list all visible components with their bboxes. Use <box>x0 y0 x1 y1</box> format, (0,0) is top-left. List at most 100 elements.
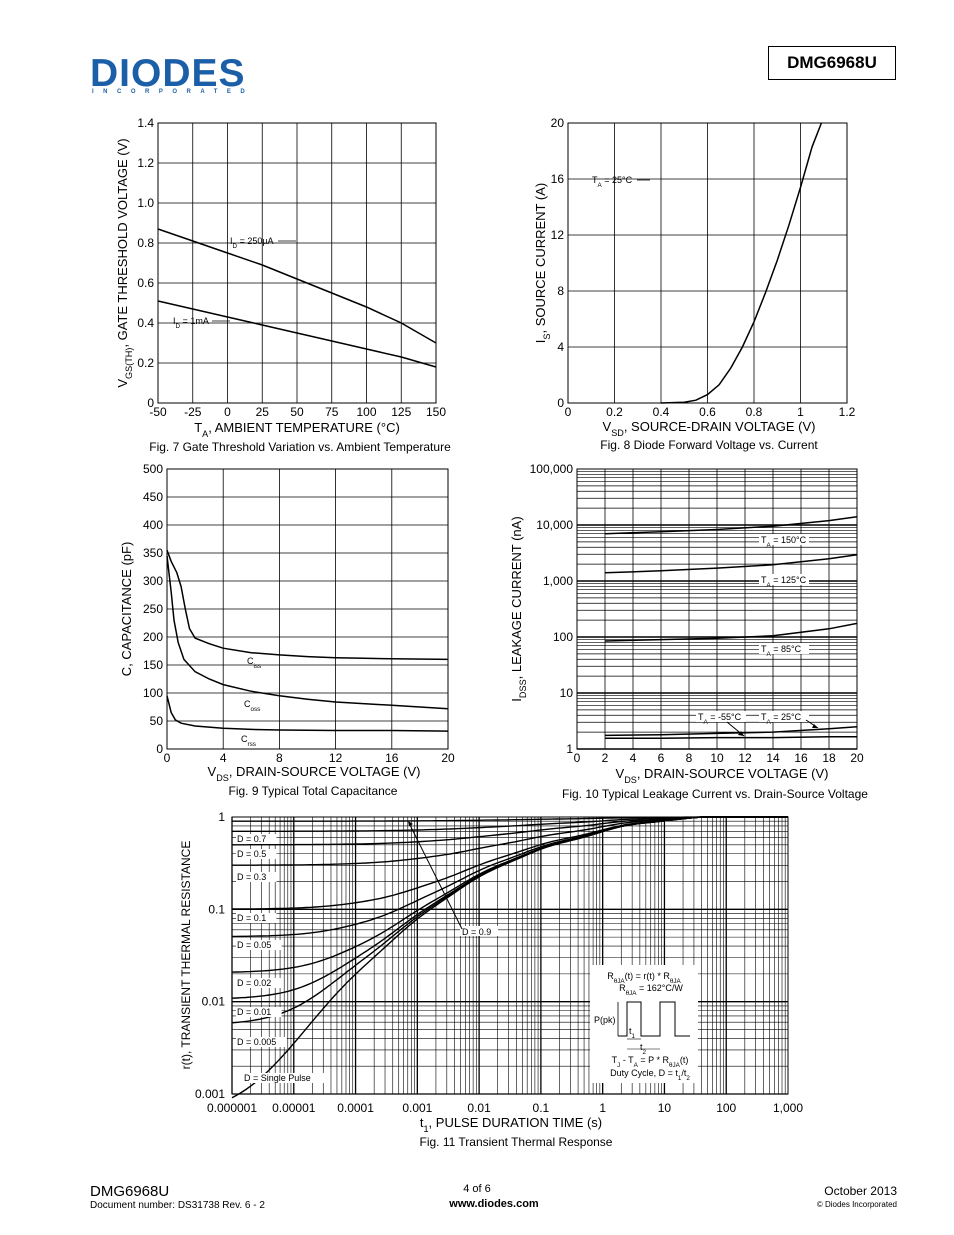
y-tick-label: 50 <box>150 714 164 728</box>
x-tick-label: 50 <box>290 405 304 419</box>
x-tick-label: -25 <box>184 405 202 419</box>
curve-label: D = 0.02 <box>237 978 271 988</box>
x-axis-label: TA, AMBIENT TEMPERATURE (°C) <box>194 420 400 439</box>
x-axis-label: t1, PULSE DURATION TIME (s) <box>420 1115 602 1134</box>
inset-formula-1: RθJA(t) = r(t) * RθJA <box>607 971 681 985</box>
x-tick-label: 0.2 <box>606 405 623 419</box>
diode-forward-line <box>660 122 823 404</box>
x-tick-label: 10 <box>658 1101 672 1115</box>
figure-caption: Fig. 7 Gate Threshold Variation vs. Ambi… <box>149 440 451 454</box>
label-bg <box>236 1037 287 1047</box>
footer-doc-number: Document number: DS31738 Rev. 6 - 2 <box>90 1200 265 1211</box>
x-tick-label: 0.6 <box>699 405 716 419</box>
series-label-250ua: ID = 250µA <box>230 236 274 250</box>
y-tick-label: 0.01 <box>202 995 226 1009</box>
y-tick-label: 0 <box>557 396 564 410</box>
leakage-line <box>605 736 857 740</box>
y-tick-label: 0.8 <box>137 236 154 250</box>
x-tick-label: 100 <box>356 405 376 419</box>
pulse-waveform <box>618 1001 690 1037</box>
x-tick-label: 0.1 <box>533 1101 550 1115</box>
y-tick-label: 1.2 <box>137 156 154 170</box>
x-tick-label: 20 <box>441 751 455 765</box>
x-tick-label: 1 <box>599 1101 606 1115</box>
x-tick-label: 0.001 <box>402 1101 432 1115</box>
y-tick-label: 4 <box>557 340 564 354</box>
y-tick-label: 1.4 <box>137 116 154 130</box>
y-tick-label: 20 <box>551 116 565 130</box>
label-bg <box>236 834 277 844</box>
x-tick-label: 1,000 <box>773 1101 803 1115</box>
curve-label: D = 0.3 <box>237 872 266 882</box>
label-bg <box>759 711 809 722</box>
label-bg <box>236 849 277 859</box>
capacitance-line <box>166 549 449 661</box>
y-tick-label: 1.0 <box>137 196 154 210</box>
inset-formula-2: RθJA = 162°C/W <box>619 983 683 997</box>
y-tick-label: 300 <box>143 574 163 588</box>
series-label: TA = 150°C <box>761 535 807 549</box>
x-tick-label: 0.8 <box>746 405 763 419</box>
x-tick-label: 12 <box>329 751 343 765</box>
x-tick-label: 1.2 <box>839 405 856 419</box>
curve-label: D = 0.5 <box>237 849 266 859</box>
figure-caption: Fig. 8 Diode Forward Voltage vs. Current <box>600 438 818 452</box>
series-label: TA = -55°C <box>698 712 742 726</box>
company-logo-subtitle: INCORPORATED <box>92 89 255 95</box>
footer-page: 4 of 6 <box>463 1183 491 1195</box>
x-tick-label: 14 <box>766 751 780 765</box>
series-label-coss: Coss <box>244 699 260 713</box>
x-tick-label: 25 <box>256 405 270 419</box>
y-axis-label: C, CAPACITANCE (pF) <box>119 542 134 677</box>
x-tick-label: 100 <box>716 1101 736 1115</box>
y-axis-label: r(t), TRANSIENT THERMAL RESISTANCE <box>179 841 193 1070</box>
x-tick-label: 0 <box>164 751 171 765</box>
arrow-head <box>408 821 413 826</box>
part-number-box: DMG6968U <box>768 46 896 80</box>
series-label-crss: Crss <box>241 734 256 748</box>
plot-frame <box>157 122 437 404</box>
inset-formula-4: Duty Cycle, D = t1/t2 <box>610 1068 690 1082</box>
y-tick-label: 10,000 <box>536 518 573 532</box>
inset-t1: t1 <box>629 1026 636 1040</box>
arrow-head <box>738 731 744 736</box>
label-bg <box>759 534 809 545</box>
thermal-response-line <box>231 816 788 1099</box>
y-tick-label: 100,000 <box>530 462 574 476</box>
y-tick-label: 350 <box>143 546 163 560</box>
series-label: TA = 125°C <box>761 575 807 589</box>
footer-website[interactable]: www.diodes.com <box>449 1198 539 1210</box>
x-tick-label: 6 <box>658 751 665 765</box>
label-bg <box>759 643 809 654</box>
x-tick-label: 10 <box>710 751 724 765</box>
plot-frame <box>166 468 449 750</box>
y-axis-label: IDSS, LEAKAGE CURRENT (nA) <box>509 516 528 701</box>
y-tick-label: 12 <box>551 228 565 242</box>
y-tick-label: 0 <box>147 396 154 410</box>
figure-caption: Fig. 11 Transient Thermal Response <box>420 1135 613 1149</box>
label-bg <box>236 978 282 988</box>
y-tick-label: 0.6 <box>137 276 154 290</box>
series-label-1ma: ID = 1mA <box>173 316 209 330</box>
label-bg <box>236 872 277 882</box>
footer-date: October 2013 <box>824 1184 897 1198</box>
label-bg <box>759 574 809 585</box>
y-tick-label: 1,000 <box>543 574 573 588</box>
label-bg <box>243 1073 331 1083</box>
leakage-line <box>604 553 858 574</box>
company-logo: DIODES <box>90 52 246 95</box>
curve-label: D = 0.01 <box>237 1007 271 1017</box>
inset-formula-3: TJ - TA = P * RθJA(t) <box>612 1055 689 1069</box>
y-axis-label: IS, SOURCE CURRENT (A) <box>533 183 552 343</box>
x-tick-label: 12 <box>738 751 752 765</box>
leakage-line <box>604 516 858 535</box>
series-label: TA = 25°C <box>761 712 802 726</box>
x-tick-label: 16 <box>385 751 399 765</box>
arrow-head <box>812 724 818 728</box>
capacitance-line <box>166 695 449 732</box>
x-tick-label: 0.01 <box>467 1101 491 1115</box>
y-tick-label: 500 <box>143 462 163 476</box>
y-tick-label: 0.2 <box>137 356 154 370</box>
curve-label-d09: D = 0.9 <box>462 927 491 937</box>
